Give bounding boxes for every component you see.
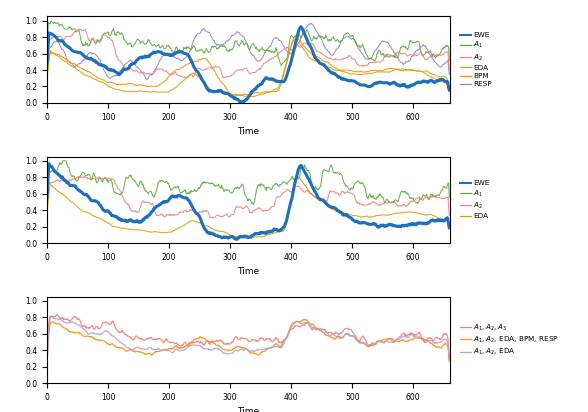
Legend: EWE, $A_1$, $A_2$, EDA, BPM, RESP: EWE, $A_1$, $A_2$, EDA, BPM, RESP <box>457 29 495 90</box>
X-axis label: Time: Time <box>238 127 259 136</box>
X-axis label: Time: Time <box>238 267 259 276</box>
X-axis label: Time: Time <box>238 407 259 412</box>
Legend: EWE, $A_1$, $A_2$, EDA: EWE, $A_1$, $A_2$, EDA <box>457 178 493 222</box>
Legend: $A_1, A_2, A_3$, $A_1, A_2$, EDA, BPM, RESP, $A_1, A_2$, EDA: $A_1, A_2, A_3$, $A_1, A_2$, EDA, BPM, R… <box>457 320 562 360</box>
